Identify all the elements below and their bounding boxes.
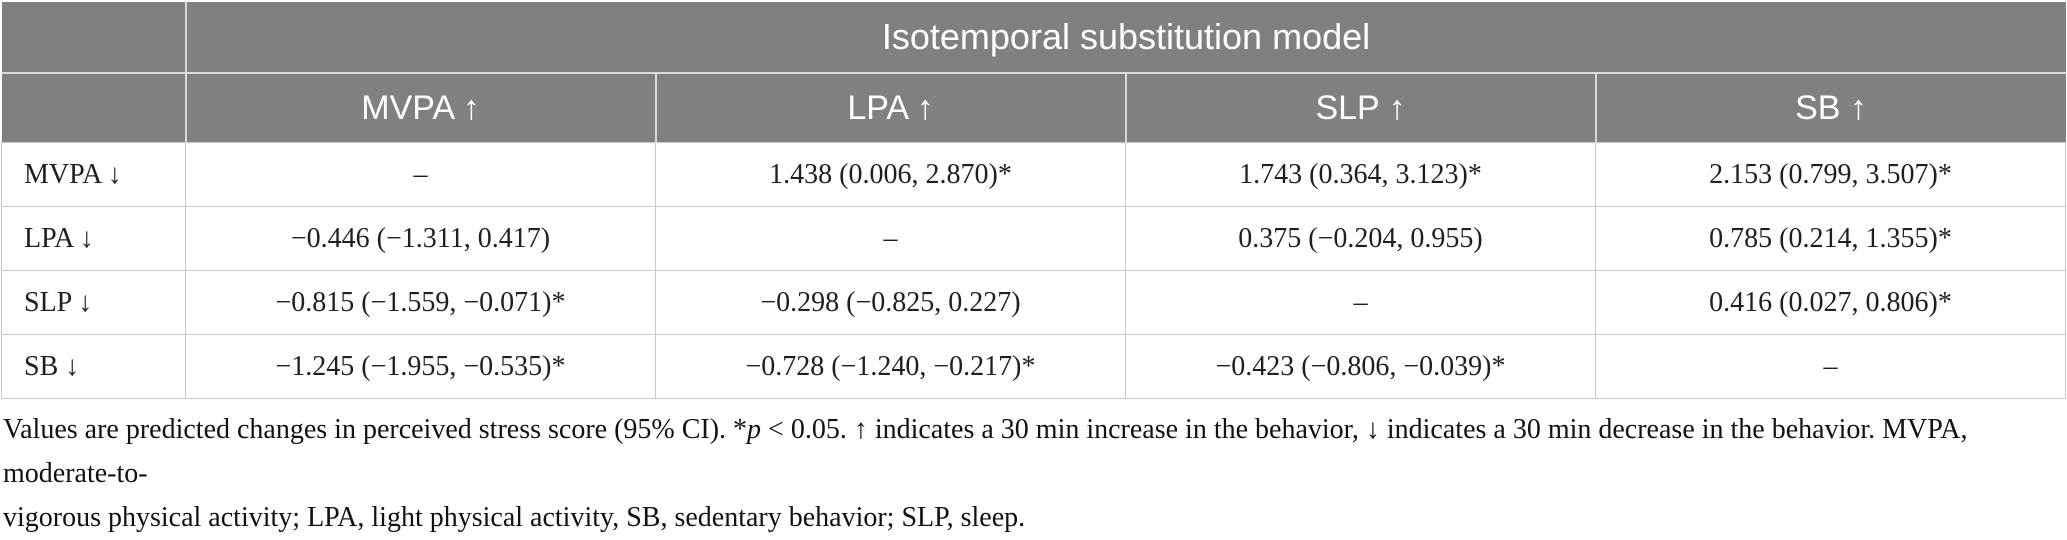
column-header-slp: SLP ↑: [1125, 73, 1597, 143]
table-cell: –: [655, 206, 1126, 271]
table-cell: −0.298 (−0.825, 0.227): [655, 270, 1126, 335]
row-label: SLP ↓: [1, 270, 186, 335]
table-cell: −1.245 (−1.955, −0.535)*: [185, 334, 656, 399]
footnote-text: < 0.05. ↑ indicates a 30 min increase in…: [3, 414, 1968, 489]
table-cell: –: [1595, 334, 2066, 399]
table-row-slp: SLP ↓ −0.815 (−1.559, −0.071)* −0.298 (−…: [1, 270, 2066, 335]
table-cell: −0.446 (−1.311, 0.417): [185, 206, 656, 271]
footnote-line-1: Values are predicted changes in perceive…: [3, 408, 2066, 496]
table-row-mvpa: MVPA ↓ – 1.438 (0.006, 2.870)* 1.743 (0.…: [1, 142, 2066, 207]
table-cell: 0.416 (0.027, 0.806)*: [1595, 270, 2066, 335]
table-cell: –: [185, 142, 656, 207]
table-cell: −0.815 (−1.559, −0.071)*: [185, 270, 656, 335]
table-row-lpa: LPA ↓ −0.446 (−1.311, 0.417) – 0.375 (−0…: [1, 206, 2066, 271]
footnote-line-2: vigorous physical activity; LPA, light p…: [3, 502, 1026, 533]
table-title-row: Isotemporal substitution model: [1, 2, 2066, 74]
column-header-lpa: LPA ↑: [655, 73, 1127, 143]
table-row-sb: SB ↓ −1.245 (−1.955, −0.535)* −0.728 (−1…: [1, 334, 2066, 399]
row-label: SB ↓: [1, 334, 186, 399]
table-cell: 0.785 (0.214, 1.355)*: [1595, 206, 2066, 271]
column-header-mvpa: MVPA ↑: [185, 73, 657, 143]
column-header-row: MVPA ↑ LPA ↑ SLP ↑ SB ↑: [1, 73, 2066, 143]
row-label: LPA ↓: [1, 206, 186, 271]
results-table: Isotemporal substitution model MVPA ↑ LP…: [1, 2, 2066, 399]
table-footnote: Values are predicted changes in perceive…: [1, 408, 2066, 540]
row-label: MVPA ↓: [1, 142, 186, 207]
corner-cell: [1, 2, 187, 74]
table-cell: 2.153 (0.799, 3.507)*: [1595, 142, 2066, 207]
table-cell: –: [1125, 270, 1596, 335]
corner-cell-2: [1, 73, 187, 143]
table-cell: −0.728 (−1.240, −0.217)*: [655, 334, 1126, 399]
column-header-sb: SB ↑: [1595, 73, 2066, 143]
footnote-p-italic: p: [747, 414, 762, 445]
table-cell: 1.438 (0.006, 2.870)*: [655, 142, 1126, 207]
footnote-text: Values are predicted changes in perceive…: [3, 414, 748, 445]
table-title: Isotemporal substitution model: [185, 2, 2066, 74]
table-cell: −0.423 (−0.806, −0.039)*: [1125, 334, 1596, 399]
table-cell: 1.743 (0.364, 3.123)*: [1125, 142, 1596, 207]
table-cell: 0.375 (−0.204, 0.955): [1125, 206, 1596, 271]
